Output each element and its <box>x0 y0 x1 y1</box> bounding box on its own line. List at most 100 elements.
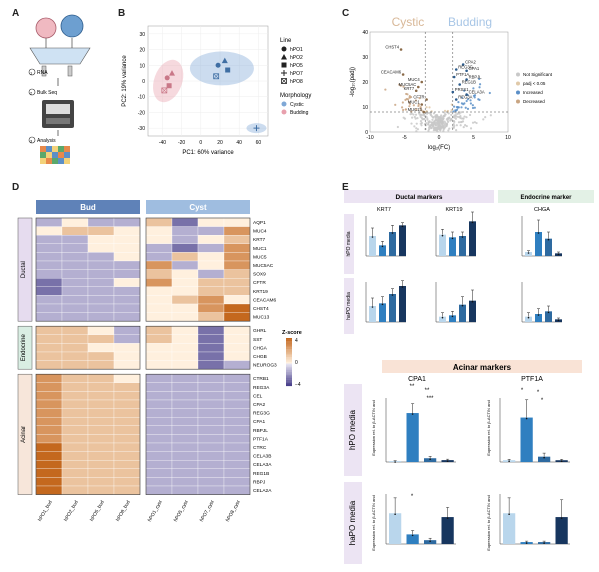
gene-point <box>454 68 458 71</box>
point-marker <box>281 62 287 68</box>
volcano-point <box>414 113 418 116</box>
colorbar-step <box>286 366 292 369</box>
heatmap-cell <box>113 425 141 435</box>
row-group-bar <box>17 325 33 370</box>
bar <box>389 513 402 544</box>
gene-label: CELA3A <box>469 90 485 95</box>
heatmap-cell <box>197 326 225 335</box>
volcano-point <box>478 86 481 89</box>
bar <box>545 311 552 322</box>
heatmap-cell <box>197 269 225 279</box>
point-marker <box>281 54 287 60</box>
volcano-point <box>454 117 458 120</box>
colorbar-tick: −4 <box>295 382 301 388</box>
heatmap-cell <box>197 278 225 287</box>
bar <box>469 300 476 322</box>
gene-name: CPA2 <box>253 402 266 408</box>
gene-label: CPA1 <box>469 66 480 71</box>
heatmap-cell <box>171 451 199 461</box>
ductal-title: Ductal markers <box>396 194 443 201</box>
volcano-point <box>427 111 431 115</box>
volcano-point <box>450 118 453 121</box>
heatmap-cell <box>171 269 199 279</box>
gene-name: CHST4 <box>253 306 269 312</box>
legend-label: Increased <box>523 90 543 95</box>
heatmap-cell <box>113 374 141 383</box>
legend-morph-label: Budding <box>290 110 309 116</box>
heatmap-cell <box>197 252 225 262</box>
heatmap-cell <box>171 326 199 335</box>
gene-label: MUC1 <box>408 100 421 105</box>
heatmap-cell <box>171 243 199 253</box>
x-axis-label: PC1: 60% variance <box>182 150 234 156</box>
volcano-point <box>408 94 411 98</box>
gene-name: MUC5 <box>253 254 267 260</box>
volcano-point <box>454 113 457 117</box>
block-border <box>145 217 251 322</box>
column-label: hPO1_cyst <box>147 499 164 523</box>
heatmap-cell <box>35 408 63 418</box>
heatmap-cell <box>171 217 199 227</box>
heatmap-cell <box>145 243 173 253</box>
heatmap-cell <box>197 468 225 478</box>
volcano-point <box>450 109 453 112</box>
y-tick-label: 0 <box>365 130 368 136</box>
heatmap-cell <box>223 278 251 287</box>
colorbar-step <box>286 338 292 340</box>
volcano-point <box>452 126 455 129</box>
heatmap-cell <box>87 460 115 469</box>
gene-label: REG3G <box>458 65 473 70</box>
row-tag <box>344 214 354 274</box>
row-tag <box>344 482 362 564</box>
heatmap-cell <box>223 217 251 227</box>
heatmap-cell <box>145 442 173 452</box>
heatmap-cell <box>223 425 251 435</box>
gene-title: KRT7 <box>377 207 391 213</box>
heatmap-cell <box>61 235 89 244</box>
data-dot <box>547 238 550 241</box>
heatmap-cell <box>145 408 173 418</box>
volcano-point <box>435 128 438 131</box>
heatmap-cell <box>113 382 141 392</box>
tube-icon <box>41 65 47 77</box>
bar <box>520 417 533 462</box>
volcano-point <box>473 121 477 124</box>
heatmap-cell <box>197 434 225 444</box>
point-marker <box>253 125 260 132</box>
gene-point <box>420 103 424 106</box>
heatmap-cell <box>145 235 173 244</box>
data-dot <box>391 294 394 296</box>
data-point <box>213 73 220 80</box>
point-marker <box>213 73 219 79</box>
heatmap-cell <box>171 477 199 487</box>
volcano-point <box>441 122 444 125</box>
data-dot <box>401 286 404 288</box>
column-label: hPO2_bud <box>63 499 80 522</box>
gene-title: KRT19 <box>445 207 462 213</box>
volcano-point <box>416 117 419 120</box>
volcano-point <box>466 98 469 101</box>
gene-name: CELA2A <box>253 488 272 494</box>
heatmap-cell <box>223 226 251 236</box>
volcano-point <box>394 103 397 106</box>
data-dot <box>508 513 510 516</box>
heatmap-cell <box>145 326 173 335</box>
volcano-point <box>465 99 468 103</box>
panel-label-d: D <box>12 182 20 193</box>
bar <box>538 456 551 462</box>
heatmap-cell <box>223 326 251 335</box>
volcano-point <box>409 113 412 116</box>
volcano-point <box>427 128 431 131</box>
significance-mark: *** <box>426 396 434 402</box>
y-tick-label: 20 <box>362 80 368 86</box>
heatmap-cell <box>87 260 115 270</box>
legend-swatch <box>516 72 520 77</box>
volcano-point <box>419 122 422 125</box>
heatmap-cell <box>171 351 199 361</box>
heatmap-cell <box>145 286 173 296</box>
row-tag <box>344 278 354 334</box>
legend-morph-label: Cystic <box>290 102 304 108</box>
data-dot <box>471 221 474 224</box>
heatmap-cell <box>35 485 63 495</box>
legend-morph-title: Morphology <box>280 93 311 99</box>
